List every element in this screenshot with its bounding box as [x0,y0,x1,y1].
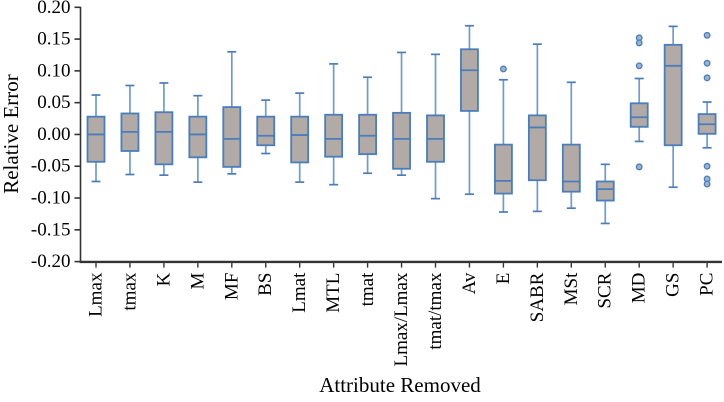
box-rect [460,48,479,112]
y-axis-title: Relative Error [0,74,23,194]
y-tick-label: 0.10 [37,60,70,81]
box-rect [527,114,547,182]
x-tick-label: Av [459,272,480,294]
outlier-point [703,180,711,188]
x-axis-title: Attribute Removed [319,373,481,397]
box-rect [392,111,411,170]
box-tmat [358,76,378,175]
outlier-point [703,162,711,170]
box-GS [663,25,683,189]
box-rect [154,111,174,166]
y-tick-label: 0.05 [37,92,70,113]
outlier-point [499,65,507,73]
x-tick-label: MTL [323,273,344,313]
box-rect [256,115,276,147]
box-Lmax [86,94,106,183]
x-tick-label: MD [629,273,650,304]
y-tick-label: 0.00 [37,124,70,145]
x-tick-label: GS [663,273,684,297]
x-tick-label: SABR [527,272,548,322]
box-SABR [527,43,547,213]
box-rect [86,115,106,163]
outlier-point [703,31,711,39]
box-rect [290,115,310,164]
x-tick-label: PC [697,273,718,296]
box-rect [324,113,344,158]
box-rect [595,180,615,202]
x-tick-label: Lmax [86,272,107,317]
x-tick-label: K [153,272,174,286]
x-tick-label: E [493,273,514,285]
box-SCR [595,163,615,225]
box-Av [460,24,479,196]
plot-layer: 0.20 0.15 0.10 0.05 0.00 -0.05 -0.10 -0.15 -0.20… [31,0,722,367]
outlier-point [635,39,643,47]
y-tick-label: -0.10 [31,188,71,209]
box-E [493,65,513,213]
box-K [154,82,174,176]
x-tick-label: Lmat [289,272,310,313]
x-tick-label: MF [221,273,242,300]
box-rect [493,143,513,195]
outlier-point [635,62,643,70]
x-tick-label: SCR [595,272,616,308]
x-tick-label: BS [255,273,276,296]
x-tick-label: MSt [561,272,582,305]
box-rect [629,102,649,128]
box-MSt [561,81,581,210]
box-MTL [324,63,344,186]
box-rect [358,113,378,156]
box-MD [629,34,649,171]
y-tick-label: -0.20 [31,251,71,272]
box-BS [256,99,276,155]
box-Lmax-Lmax [392,51,411,176]
outlier-point [635,163,643,171]
y-tick-label: 0.15 [37,29,70,50]
outlier-point [703,74,711,82]
x-tick-label: M [187,273,208,290]
x-tick-label: tmat [357,272,378,306]
box-Lmat [290,92,310,183]
box-M [188,94,208,183]
y-tick-label: 0.20 [37,0,70,18]
x-tick-label: tmax [119,272,140,310]
box-PC [697,31,717,188]
box-MF [222,50,242,175]
box-tmax [120,84,140,176]
y-tick-label: -0.15 [31,219,71,240]
box-tmat-tmax [426,53,445,200]
box-rect [188,115,208,159]
y-tick-label: -0.05 [31,156,71,177]
x-tick-label: tmat/tmax [425,272,446,350]
outlier-point [703,59,711,67]
x-tick-label: Lmax/Lmax [391,272,412,366]
box-rect [561,143,581,193]
box-rect [222,106,242,168]
box-rect [663,43,683,147]
